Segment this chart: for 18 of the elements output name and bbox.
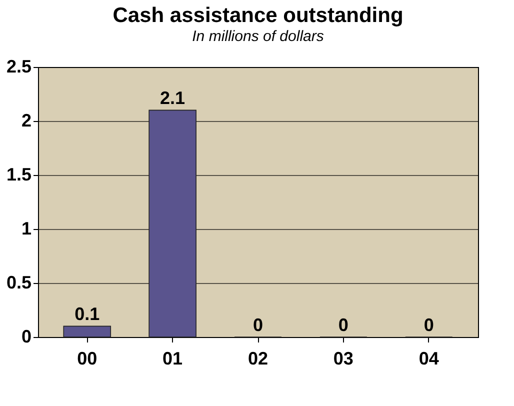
data-label: 2.1 bbox=[160, 88, 186, 108]
y-tick-label: 2 bbox=[21, 110, 32, 130]
x-tick-label: 04 bbox=[418, 348, 439, 368]
data-label: 0 bbox=[338, 315, 348, 335]
data-label: 0 bbox=[252, 315, 264, 335]
y-tick-label: 1 bbox=[21, 218, 32, 238]
chart-title: Cash assistance outstanding bbox=[112, 4, 404, 27]
chart-subtitle: In millions of dollars bbox=[192, 28, 324, 45]
y-tick-label: 0.5 bbox=[6, 272, 32, 292]
x-tick-label: 02 bbox=[248, 348, 268, 368]
data-label: 0 bbox=[424, 315, 434, 335]
y-tick-label: 1.5 bbox=[6, 164, 32, 184]
x-tick-label: 03 bbox=[333, 348, 354, 368]
x-tick-label: 01 bbox=[162, 348, 183, 368]
data-label: 0.1 bbox=[74, 304, 100, 324]
x-tick-label: 00 bbox=[77, 348, 98, 368]
y-tick-label: 0 bbox=[21, 326, 32, 346]
y-tick-label: 2.5 bbox=[6, 56, 32, 76]
